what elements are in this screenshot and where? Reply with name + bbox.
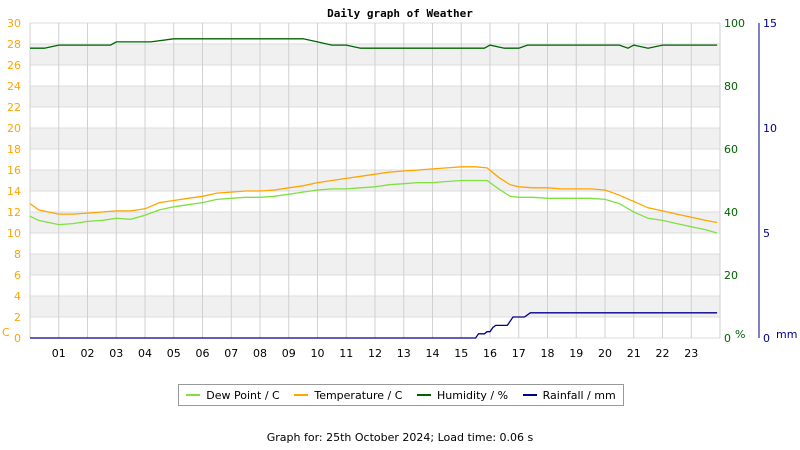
x-axis-tick-label: 02 — [81, 347, 95, 360]
rainfall-axis-tick-label: 5 — [763, 227, 770, 240]
humidity-axis-tick-label: 20 — [724, 269, 738, 282]
legend-label: Dew Point / C — [206, 388, 280, 402]
humidity-axis-tick-label: 80 — [724, 80, 738, 93]
x-axis-tick-label: 16 — [483, 347, 497, 360]
chart-legend: Dew Point / C Temperature / C Humidity / %… — [178, 384, 624, 406]
chart-title: Daily graph of Weather — [327, 7, 473, 20]
x-axis-tick-label: 12 — [368, 347, 382, 360]
left-axis-tick-label: 2 — [14, 311, 21, 324]
series-line-humidity — [30, 38, 718, 49]
x-axis-tick-label: 23 — [684, 347, 698, 360]
x-axis-tick-label: 10 — [311, 347, 325, 360]
legend-item: Temperature / C — [294, 389, 402, 402]
legend-swatch — [522, 394, 537, 396]
left-axis-tick-label: 26 — [7, 59, 21, 72]
x-axis-tick-label: 11 — [339, 347, 353, 360]
humidity-axis-tick-label: 0 — [724, 332, 731, 345]
weather-chart: Daily graph of Weather 02468101214161820… — [2, 7, 797, 360]
x-axis-tick-label: 15 — [454, 347, 468, 360]
series-group — [29, 38, 718, 339]
rainfall-axis-tick-label: 0 — [763, 332, 770, 345]
x-axis-tick-label: 20 — [598, 347, 612, 360]
left-axis-tick-label: 4 — [14, 290, 21, 303]
x-axis-tick-label: 04 — [138, 347, 152, 360]
left-axis-tick-label: 22 — [7, 101, 21, 114]
left-axis-tick-label: 30 — [7, 17, 21, 30]
left-axis-tick-label: 10 — [7, 227, 21, 240]
legend-swatch — [186, 394, 201, 396]
x-axis-tick-label: 09 — [282, 347, 296, 360]
x-axis-tick-label: 17 — [512, 347, 526, 360]
left-axis-tick-label: 18 — [7, 143, 21, 156]
x-axis-tick-label: 19 — [569, 347, 583, 360]
x-axis-tick-label: 06 — [196, 347, 210, 360]
left-axis-unit: C — [2, 326, 10, 339]
left-axis-tick-label: 20 — [7, 122, 21, 135]
left-axis-tick-label: 28 — [7, 38, 21, 51]
x-axis-tick-label: 01 — [52, 347, 66, 360]
humidity-axis-unit: % — [735, 328, 745, 341]
rainfall-axis-unit: mm — [776, 328, 797, 341]
humidity-axis-tick-label: 60 — [724, 143, 738, 156]
x-axis-tick-label: 03 — [109, 347, 123, 360]
left-axis-tick-label: 24 — [7, 80, 21, 93]
legend-item: Dew Point / C — [186, 388, 280, 402]
left-axis-tick-label: 8 — [14, 248, 21, 261]
grid-lines — [29, 22, 721, 339]
x-axis-tick-label: 14 — [426, 347, 440, 360]
x-axis-tick-label: 22 — [656, 347, 670, 360]
humidity-axis-tick-label: 40 — [724, 206, 738, 219]
x-axis-tick-label: 05 — [167, 347, 181, 360]
legend-label: Rainfall / mm — [542, 388, 616, 402]
x-axis-tick-label: 13 — [397, 347, 411, 360]
legend-item: Rainfall / mm — [522, 388, 616, 402]
humidity-axis-tick-label: 100 — [724, 17, 745, 30]
legend-swatch — [417, 394, 432, 396]
legend-item: Humidity / % — [417, 389, 508, 402]
series-line-dew-point-c — [29, 179, 718, 234]
legend-label: Humidity / % — [437, 388, 509, 402]
x-axis-tick-label: 07 — [224, 347, 238, 360]
x-axis-tick-label: 18 — [541, 347, 555, 360]
left-axis-tick-label: 14 — [7, 185, 21, 198]
left-axis-tick-label: 16 — [7, 164, 21, 177]
legend-swatch — [294, 394, 309, 396]
series-line-temperature-c — [29, 166, 718, 224]
rainfall-axis-tick-label: 15 — [763, 17, 777, 30]
rainfall-axis-tick-label: 10 — [763, 122, 777, 135]
x-axis-tick-label: 21 — [627, 347, 641, 360]
left-axis-tick-label: 12 — [7, 206, 21, 219]
left-axis-tick-label: 6 — [14, 269, 21, 282]
footer-status: Graph for: 25th October 2024; Load time:… — [266, 431, 534, 444]
left-axis-tick-label: 0 — [14, 332, 21, 345]
series-line-rainfall-mm — [30, 312, 718, 339]
legend-label: Temperature / C — [314, 388, 403, 402]
x-axis-tick-label: 08 — [253, 347, 267, 360]
